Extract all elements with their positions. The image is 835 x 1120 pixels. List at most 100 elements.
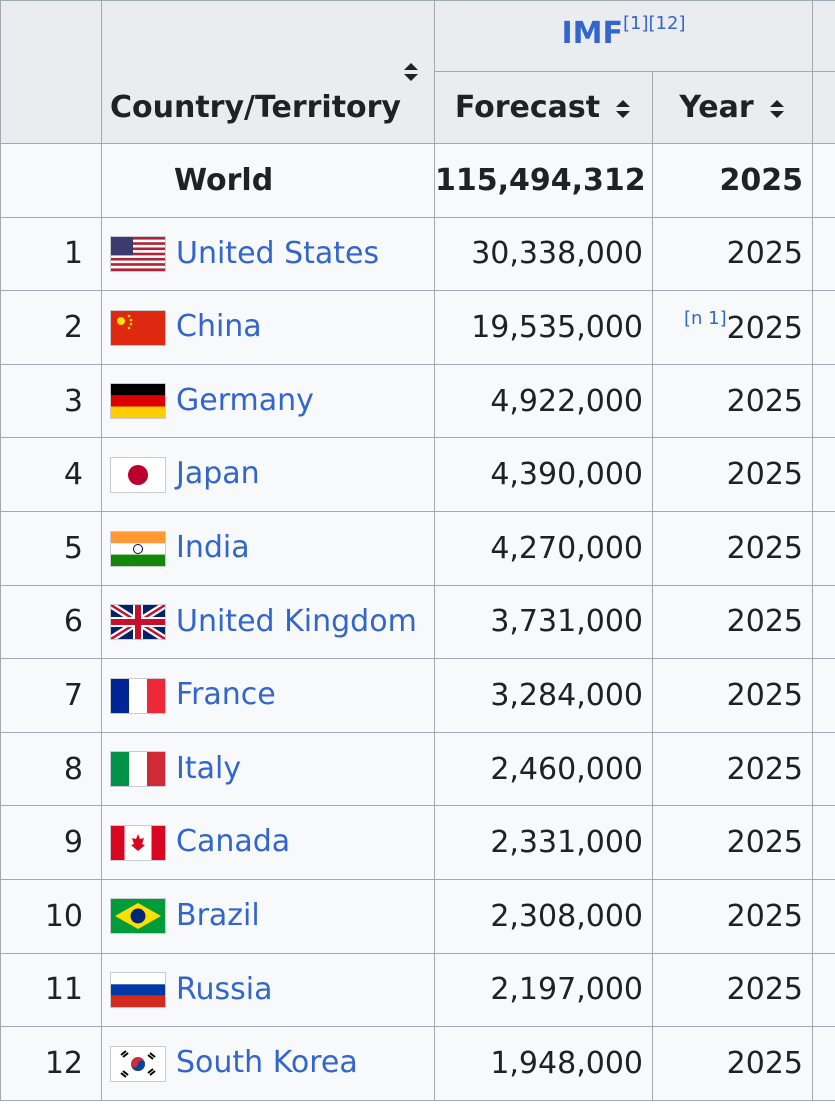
country-row: 3 Germany 4,922,000 2025: [0, 363, 835, 439]
year-cell: 2025: [652, 510, 813, 586]
rank-cell: 8: [0, 731, 102, 807]
country-link[interactable]: United Kingdom: [176, 603, 417, 639]
flag-icon: [110, 972, 166, 1009]
country-row: 9 Canada 2,331,000 2025: [0, 805, 835, 880]
year-value: 2025: [726, 530, 803, 566]
country-link[interactable]: Canada: [176, 824, 291, 860]
country-cell: Italy: [101, 731, 435, 807]
year-value: 2025: [726, 751, 803, 787]
next-cell: [812, 731, 835, 807]
year-cell: 2025: [652, 731, 813, 807]
flag-icon: [109, 602, 167, 643]
year-value: 2025: [726, 457, 803, 493]
country-cell: Japan: [101, 437, 435, 512]
rank-cell: 2: [0, 290, 102, 365]
reference[interactable]: [12]: [648, 13, 686, 34]
forecast-header[interactable]: Forecast: [434, 71, 653, 144]
next-cell: [812, 363, 835, 439]
rank-cell: 1: [0, 216, 102, 292]
country-link[interactable]: China: [176, 309, 262, 345]
year-cell: 2025: [652, 1026, 813, 1101]
forecast-cell: 3,284,000: [434, 658, 653, 733]
country-link[interactable]: Russia: [176, 971, 273, 1007]
country-link[interactable]: Italy: [176, 750, 242, 786]
country-link[interactable]: Germany: [176, 382, 314, 418]
year-cell: 2025: [652, 584, 813, 660]
column-title: Forecast: [454, 90, 601, 125]
country-link[interactable]: United States: [176, 235, 380, 271]
country-row: 12 South Korea 1,948,000 2025: [0, 1026, 835, 1101]
sort-icon: [769, 99, 784, 118]
year-header[interactable]: Year: [652, 71, 813, 144]
rank-header: [0, 0, 102, 144]
country-cell: Germany: [101, 363, 435, 439]
year-value: 2025: [726, 898, 803, 934]
rank-cell: 4: [0, 437, 102, 512]
country-link[interactable]: Japan: [176, 456, 260, 492]
rank-cell: 11: [0, 952, 102, 1028]
next-cell: [812, 878, 835, 954]
country-row: 7 France 3,284,000 2025: [0, 658, 835, 733]
forecast-cell: 4,390,000: [434, 437, 653, 512]
country-row: 8 Italy 2,460,000 2025: [0, 731, 835, 807]
country-link[interactable]: Brazil: [176, 897, 260, 933]
next-cell: [812, 216, 835, 292]
next-cell: [812, 952, 835, 1028]
year-value: 2025: [726, 311, 803, 347]
flag-icon: [110, 383, 166, 420]
next-cell: [812, 437, 835, 512]
flag-icon: [110, 898, 166, 935]
year-value: 2025: [726, 1045, 803, 1081]
rank-cell: 3: [0, 363, 102, 439]
next-cell: [812, 143, 835, 218]
country-row: 11 Russia 2,197,000 2025: [0, 952, 835, 1028]
reference[interactable]: [1]: [623, 13, 649, 34]
rank-cell: 9: [0, 805, 102, 880]
year-cell: 2025: [652, 805, 813, 880]
country-link[interactable]: India: [176, 530, 250, 566]
flag-icon: [110, 309, 166, 346]
source-link[interactable]: IMF: [561, 16, 624, 51]
country-row: 6 United Kingdom 3,731,000 2025: [0, 584, 835, 660]
country-row: 5 India 4,270,000 2025: [0, 510, 835, 586]
year-value: 2025: [726, 236, 803, 272]
year-cell: 2025: [652, 658, 813, 733]
next-cell: [812, 805, 835, 880]
source-header: IMF[1][12]: [434, 0, 813, 72]
country-cell: United Kingdom: [101, 584, 435, 660]
flag-icon: [110, 1045, 166, 1082]
forecast-cell: 115,494,312: [434, 143, 653, 218]
rank-cell: 10: [0, 878, 102, 954]
forecast-cell: 1,948,000: [434, 1026, 653, 1101]
year-cell: 2025: [652, 878, 813, 954]
country-row: 4 Japan 4,390,000 2025: [0, 437, 835, 512]
column-title: Year: [679, 90, 754, 125]
forecast-cell: 2,308,000: [434, 878, 653, 954]
year-cell: [n 1]2025: [652, 290, 813, 365]
forecast-cell: 3,731,000: [434, 584, 653, 660]
flag-icon: [110, 530, 166, 567]
country-link[interactable]: South Korea: [176, 1045, 358, 1081]
year-value: 2025: [726, 972, 803, 1008]
country-cell: China: [101, 290, 435, 365]
forecast-cell: 19,535,000: [434, 290, 653, 365]
world-row: World 115,494,312 2025: [0, 143, 835, 218]
country-row: 10 Brazil 2,308,000 2025: [0, 878, 835, 954]
note-ref[interactable]: [n 1]: [684, 308, 727, 330]
country-link[interactable]: France: [176, 677, 276, 713]
forecast-cell: 4,270,000: [434, 510, 653, 586]
rank-cell: 5: [0, 510, 102, 586]
year-value: 2025: [726, 677, 803, 713]
year-value: 2025: [726, 604, 803, 640]
next-header: [812, 0, 835, 72]
rank-cell: 7: [0, 658, 102, 733]
country-header[interactable]: Country/Territory: [101, 0, 435, 144]
next-cell: [812, 290, 835, 365]
forecast-cell: 2,331,000: [434, 805, 653, 880]
sort-icon: [616, 99, 631, 118]
country-cell: Canada: [101, 805, 435, 880]
country-cell: United States: [101, 216, 435, 292]
column-title: Country/Territory: [110, 90, 401, 125]
flag-icon: [110, 751, 166, 788]
